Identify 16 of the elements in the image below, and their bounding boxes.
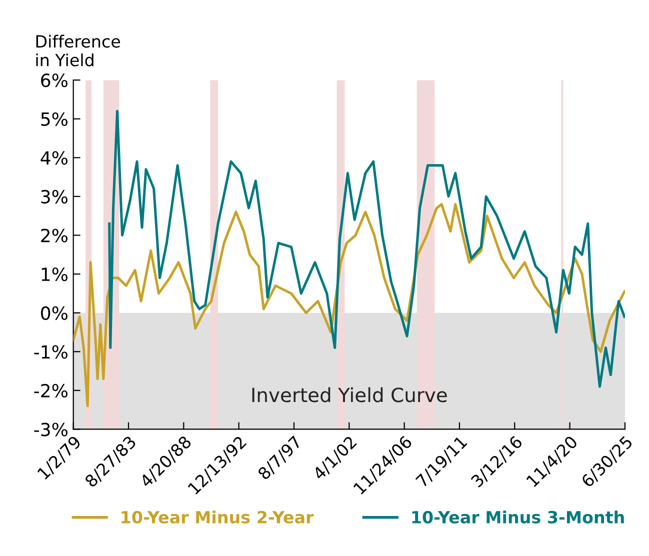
legend-label: 10-Year Minus 2-Year <box>122 510 314 524</box>
y-tick-label: 1% <box>42 268 68 282</box>
line-series <box>108 110 625 388</box>
line-series <box>73 202 625 408</box>
legend-label: 10-Year Minus 3-Month <box>412 510 624 524</box>
y-tick-label: 3% <box>41 190 68 204</box>
y-tick-label: 5% <box>41 112 68 126</box>
y-tick-label: 0% <box>41 306 68 320</box>
y-tick-label: 6% <box>41 74 68 88</box>
y-tick-label: 2% <box>41 228 68 242</box>
band-label: Inverted Yield Curve <box>252 387 447 402</box>
y-tick-label: -3% <box>34 422 68 436</box>
y-tick-label: -1% <box>34 345 68 359</box>
y-tick-label: 4% <box>40 151 68 165</box>
y-axis-title: Difference in Yield <box>36 34 120 66</box>
y-tick-label: -2% <box>34 384 68 398</box>
